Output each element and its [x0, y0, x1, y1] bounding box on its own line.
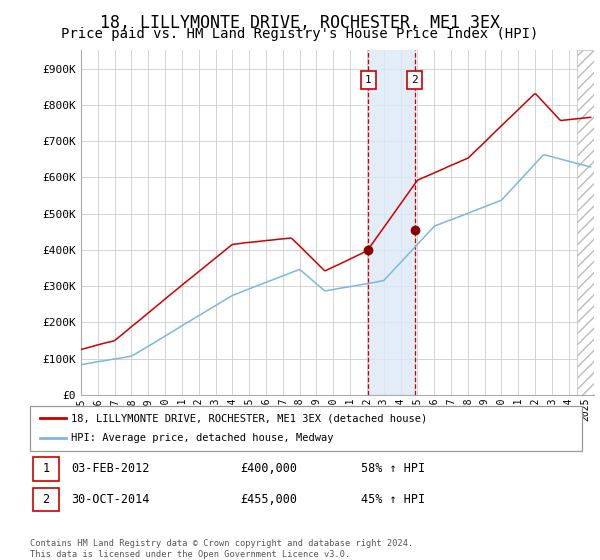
- Text: 45% ↑ HPI: 45% ↑ HPI: [361, 493, 425, 506]
- FancyBboxPatch shape: [30, 406, 582, 451]
- Text: 1: 1: [365, 74, 371, 85]
- Text: Price paid vs. HM Land Registry's House Price Index (HPI): Price paid vs. HM Land Registry's House …: [61, 27, 539, 41]
- FancyBboxPatch shape: [33, 488, 59, 511]
- Text: 2: 2: [411, 74, 418, 85]
- Text: £455,000: £455,000: [240, 493, 297, 506]
- Text: 2: 2: [43, 493, 50, 506]
- Text: 58% ↑ HPI: 58% ↑ HPI: [361, 463, 425, 475]
- Text: 18, LILLYMONTE DRIVE, ROCHESTER, ME1 3EX: 18, LILLYMONTE DRIVE, ROCHESTER, ME1 3EX: [100, 14, 500, 32]
- FancyBboxPatch shape: [33, 458, 59, 480]
- Text: 03-FEB-2012: 03-FEB-2012: [71, 463, 150, 475]
- Text: HPI: Average price, detached house, Medway: HPI: Average price, detached house, Medw…: [71, 433, 334, 444]
- Bar: [368, 50, 415, 395]
- Text: 1: 1: [43, 463, 50, 475]
- Text: 18, LILLYMONTE DRIVE, ROCHESTER, ME1 3EX (detached house): 18, LILLYMONTE DRIVE, ROCHESTER, ME1 3EX…: [71, 413, 428, 423]
- Text: Contains HM Land Registry data © Crown copyright and database right 2024.
This d: Contains HM Land Registry data © Crown c…: [30, 539, 413, 559]
- Text: 30-OCT-2014: 30-OCT-2014: [71, 493, 150, 506]
- Text: £400,000: £400,000: [240, 463, 297, 475]
